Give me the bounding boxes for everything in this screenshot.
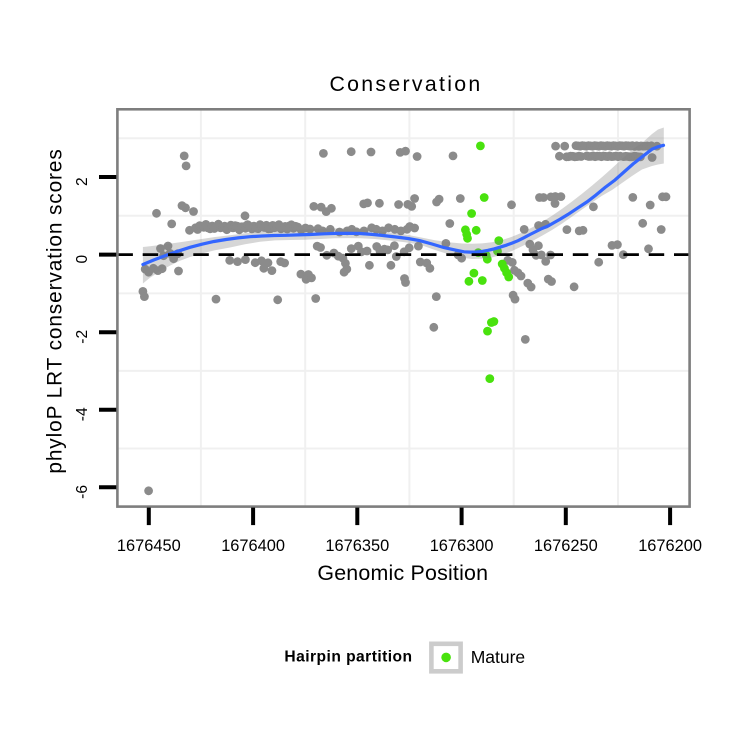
svg-text:1676250: 1676250	[534, 537, 598, 555]
svg-text:phyloP LRT conservation scores: phyloP LRT conservation scores	[44, 148, 67, 473]
svg-text:-6: -6	[74, 485, 91, 499]
svg-text:2: 2	[74, 177, 91, 186]
svg-text:1676450: 1676450	[117, 537, 181, 555]
svg-text:-4: -4	[74, 407, 91, 421]
svg-text:1676200: 1676200	[638, 537, 702, 555]
svg-text:Genomic Position: Genomic Position	[317, 561, 488, 585]
svg-text:1676350: 1676350	[325, 537, 389, 555]
svg-text:Mature: Mature	[471, 647, 525, 667]
svg-text:Hairpin partition: Hairpin partition	[284, 649, 412, 666]
svg-text:1676400: 1676400	[221, 537, 285, 555]
svg-text:1676300: 1676300	[430, 537, 494, 555]
svg-text:Conservation: Conservation	[329, 72, 482, 96]
svg-text:0: 0	[74, 255, 91, 264]
svg-text:-2: -2	[74, 330, 91, 344]
